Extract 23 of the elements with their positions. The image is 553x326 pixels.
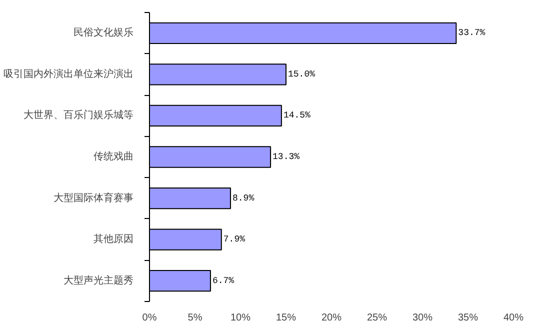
- y-tick-label: 大型声光主题秀: [64, 274, 134, 286]
- data-label: 14.5%: [283, 110, 312, 121]
- x-tick-label: 40%: [503, 312, 524, 324]
- data-label: 6.7%: [212, 276, 235, 286]
- y-tick-label: 传统戏曲: [94, 150, 134, 162]
- y-tick-label: 民俗文化娱乐: [74, 26, 134, 39]
- x-tick-label: 30%: [412, 312, 433, 324]
- data-label: 33.7%: [458, 28, 486, 38]
- y-tick-label: 其他原因: [94, 233, 134, 246]
- y-tick-label: 大世界、百乐门娱乐城等: [24, 109, 134, 122]
- y-tick-label: 吸引国内外演出单位来沪演出: [4, 68, 134, 80]
- x-tick-label: 35%: [458, 312, 478, 324]
- y-tick-label: 大型国际体育赛事: [54, 192, 134, 204]
- x-tick-label: 20%: [321, 312, 342, 324]
- data-label: 13.3%: [272, 152, 300, 162]
- x-tick-label: 10%: [230, 312, 251, 324]
- data-label: 7.9%: [223, 234, 246, 245]
- x-tick-label: 0%: [142, 312, 157, 324]
- data-label: 15.0%: [288, 69, 316, 80]
- x-tick-label: 25%: [366, 312, 388, 324]
- x-tick-label: 15%: [276, 312, 296, 324]
- data-label: 8.9%: [232, 193, 255, 204]
- x-tick-label: 5%: [188, 312, 202, 324]
